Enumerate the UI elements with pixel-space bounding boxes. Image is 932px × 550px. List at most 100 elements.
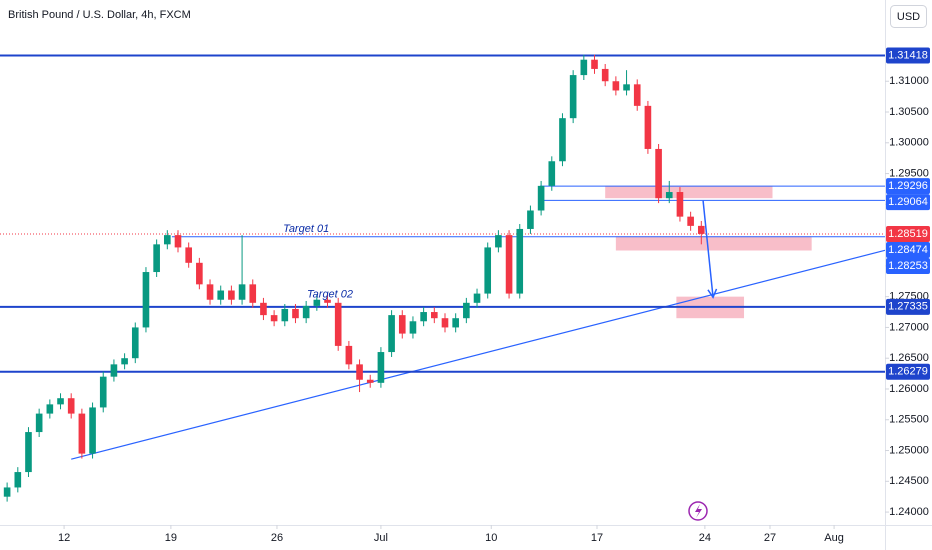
candle-body <box>302 305 310 319</box>
candle-body <box>687 216 694 226</box>
candle-body <box>89 407 96 454</box>
candle-body <box>57 398 64 405</box>
arrow-head <box>707 288 718 299</box>
x-tick-label: 27 <box>764 532 776 544</box>
candle-body <box>633 84 641 106</box>
price-label: 1.26279 <box>888 366 928 378</box>
candle-body <box>46 404 54 414</box>
candle-body <box>260 302 267 316</box>
candle-body <box>78 413 86 454</box>
price-label: 1.29064 <box>888 196 928 208</box>
candle-body <box>281 308 289 322</box>
candle-body <box>67 398 75 414</box>
candle-body <box>484 247 492 294</box>
candle-body <box>377 352 385 383</box>
x-tick-label: 17 <box>591 532 603 544</box>
x-tick-label: 19 <box>165 532 177 544</box>
candle-body <box>99 376 107 408</box>
candle-body <box>505 235 513 294</box>
y-tick-label: 1.27000 <box>889 321 929 333</box>
annotation: Target 01 <box>283 223 329 235</box>
candle-body <box>249 284 257 303</box>
events-icon[interactable] <box>688 501 708 521</box>
candle-body <box>665 192 673 199</box>
price-label: 1.28474 <box>888 244 928 256</box>
y-tick-label: 1.30000 <box>889 137 929 149</box>
y-tick-label: 1.26000 <box>889 383 929 395</box>
candle-body <box>313 299 321 306</box>
candle-body <box>142 272 150 328</box>
candle-body <box>153 244 160 273</box>
candle-body <box>580 59 588 76</box>
candle-body <box>431 312 438 319</box>
candle-body <box>473 293 481 303</box>
candle-body <box>366 379 374 383</box>
currency-button[interactable] <box>890 5 927 28</box>
candle-body <box>441 318 449 328</box>
x-tick-label: 26 <box>271 532 283 544</box>
candle-body <box>676 192 684 217</box>
y-tick-label: 1.24500 <box>889 475 929 487</box>
target-zone <box>615 236 812 251</box>
plot-area: Target 01 Target 02 <box>0 54 886 502</box>
candle-body <box>25 432 32 473</box>
candle-body <box>217 290 225 300</box>
candle-body <box>591 59 598 69</box>
y-tick-label: 1.25000 <box>889 444 929 456</box>
candle-body <box>110 364 118 377</box>
candle-body <box>121 358 128 365</box>
target-zone <box>605 185 773 199</box>
candle-body <box>356 364 363 380</box>
candle-body <box>398 315 406 334</box>
candle-body <box>185 247 192 263</box>
annotation: Target 02 <box>307 289 353 301</box>
price-label-box <box>886 47 930 64</box>
candle-body <box>334 302 342 346</box>
candle-body <box>463 302 470 319</box>
x-tick-label: 24 <box>699 532 711 544</box>
candle-body <box>420 312 427 322</box>
x-tick-label: Aug <box>824 532 844 544</box>
candle-body <box>548 161 556 186</box>
price-label: 1.28253 <box>888 260 928 272</box>
candle-body <box>206 284 214 300</box>
candle-body <box>228 290 235 300</box>
price-label-box <box>886 241 930 258</box>
price-label-box <box>886 257 930 274</box>
y-tick-label: 1.26500 <box>889 352 929 364</box>
candle-body <box>14 472 22 488</box>
price-label-box <box>886 298 930 315</box>
candle-body <box>3 487 11 497</box>
candle-body <box>537 185 545 211</box>
arrow <box>702 200 714 298</box>
x-tick-label: 12 <box>58 532 70 544</box>
candle-body <box>196 262 203 285</box>
candle-body <box>612 81 620 91</box>
candle-body <box>452 318 459 328</box>
y-tick-label: 1.30500 <box>889 106 929 118</box>
candle-body <box>238 284 246 300</box>
candle-body <box>527 210 534 229</box>
axes: 1.24000 1.24500 1.25000 1.25500 1.26000 1.265… <box>58 47 930 544</box>
price-label-box <box>886 178 930 195</box>
candle-body <box>292 308 299 319</box>
x-tick-label: 10 <box>485 532 497 544</box>
y-tick-label: 1.31000 <box>889 75 929 87</box>
candle-body <box>388 315 395 353</box>
candle-body <box>495 235 502 248</box>
candle-body <box>569 75 577 119</box>
candle-body <box>644 105 652 149</box>
price-label: 1.29296 <box>888 180 928 192</box>
currency-label[interactable]: USD <box>897 11 920 23</box>
chart-title: British Pound / U.S. Dollar, 4h, FXCM <box>8 9 191 21</box>
candle-body <box>655 148 662 199</box>
trendline <box>71 249 886 460</box>
candle-body <box>516 228 524 294</box>
event-bolt <box>695 504 702 518</box>
candle-body <box>35 413 43 433</box>
candle-body <box>174 235 182 248</box>
candle-body <box>131 327 139 359</box>
price-label-box <box>886 194 930 211</box>
